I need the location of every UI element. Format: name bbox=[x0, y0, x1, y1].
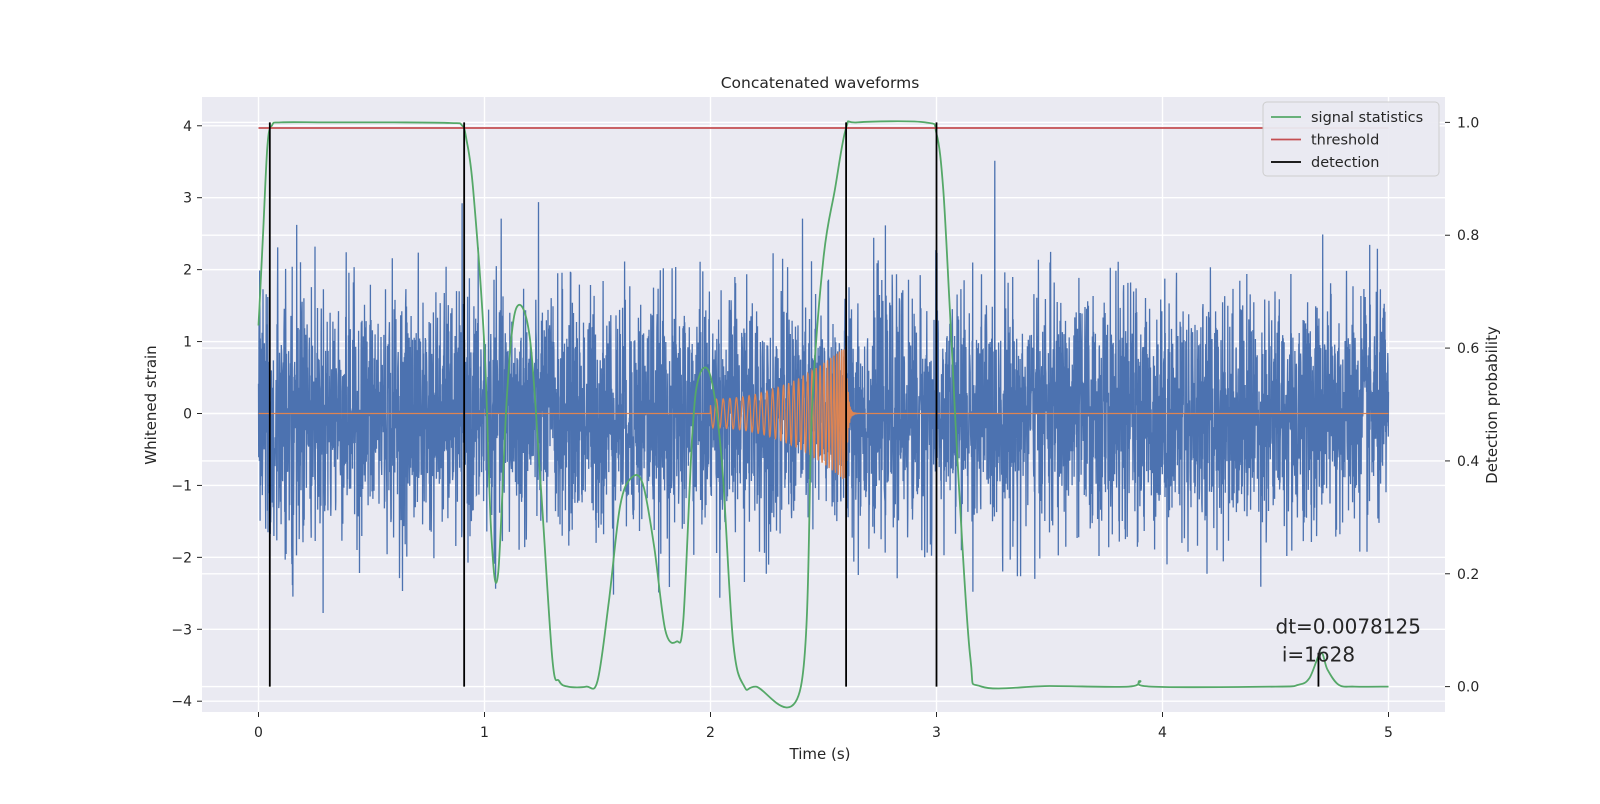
annotation-dt: dt=0.0078125 bbox=[1276, 614, 1421, 638]
y-tick-label: 2 bbox=[183, 263, 192, 279]
annotation-index: i=1628 bbox=[1276, 642, 1356, 666]
y-tick-label: 0 bbox=[183, 406, 192, 422]
chirp-waveform-line bbox=[258, 345, 1389, 479]
plot-clip-group bbox=[257, 120, 1390, 709]
x-tick-label: 5 bbox=[1384, 725, 1393, 741]
x-tick-label: 3 bbox=[932, 725, 941, 741]
chart-title: Concatenated waveforms bbox=[721, 74, 920, 92]
legend-label: threshold bbox=[1311, 133, 1379, 149]
x-tick-label: 4 bbox=[1158, 725, 1167, 741]
y2-axis-label: Detection probability bbox=[1483, 326, 1501, 484]
y-axis-label: Whitened strain bbox=[142, 345, 160, 464]
plot-series bbox=[257, 120, 1390, 709]
y-tick-label: −4 bbox=[171, 694, 192, 710]
y2-tick-label: 0.8 bbox=[1457, 228, 1479, 244]
axes: 0 1 2 3 4 5 −4 −3 −2 −1 0 1 2 3 4 0.0 0.2 0.4 0.6 0.8 1.0 bbox=[171, 115, 1479, 741]
legend-box bbox=[1262, 101, 1440, 177]
y-tick-label: −1 bbox=[171, 478, 192, 494]
y2-tick-label: 0.2 bbox=[1457, 567, 1479, 583]
y-tick-label: 4 bbox=[183, 119, 192, 135]
y-tick-label: 1 bbox=[183, 335, 192, 351]
y2-tick-label: 0.0 bbox=[1457, 680, 1479, 696]
y2-tick-label: 0.6 bbox=[1457, 341, 1479, 357]
y2-tick-label: 1.0 bbox=[1457, 115, 1479, 131]
legend-label: detection bbox=[1311, 155, 1379, 171]
y2-tick-label: 0.4 bbox=[1457, 454, 1479, 470]
x-tick-label: 0 bbox=[254, 725, 263, 741]
x-axis-label: Time (s) bbox=[789, 745, 851, 763]
y-tick-label: −3 bbox=[171, 622, 192, 638]
y-tick-label: 3 bbox=[183, 191, 192, 207]
x-tick-label: 1 bbox=[480, 725, 489, 741]
legend-label: signal statistics bbox=[1311, 110, 1423, 126]
x-tick-label: 2 bbox=[706, 725, 715, 741]
legend: signal statistics threshold detection bbox=[1262, 101, 1440, 177]
signal-statistics-line bbox=[257, 120, 1389, 709]
y-tick-label: −2 bbox=[171, 550, 192, 566]
